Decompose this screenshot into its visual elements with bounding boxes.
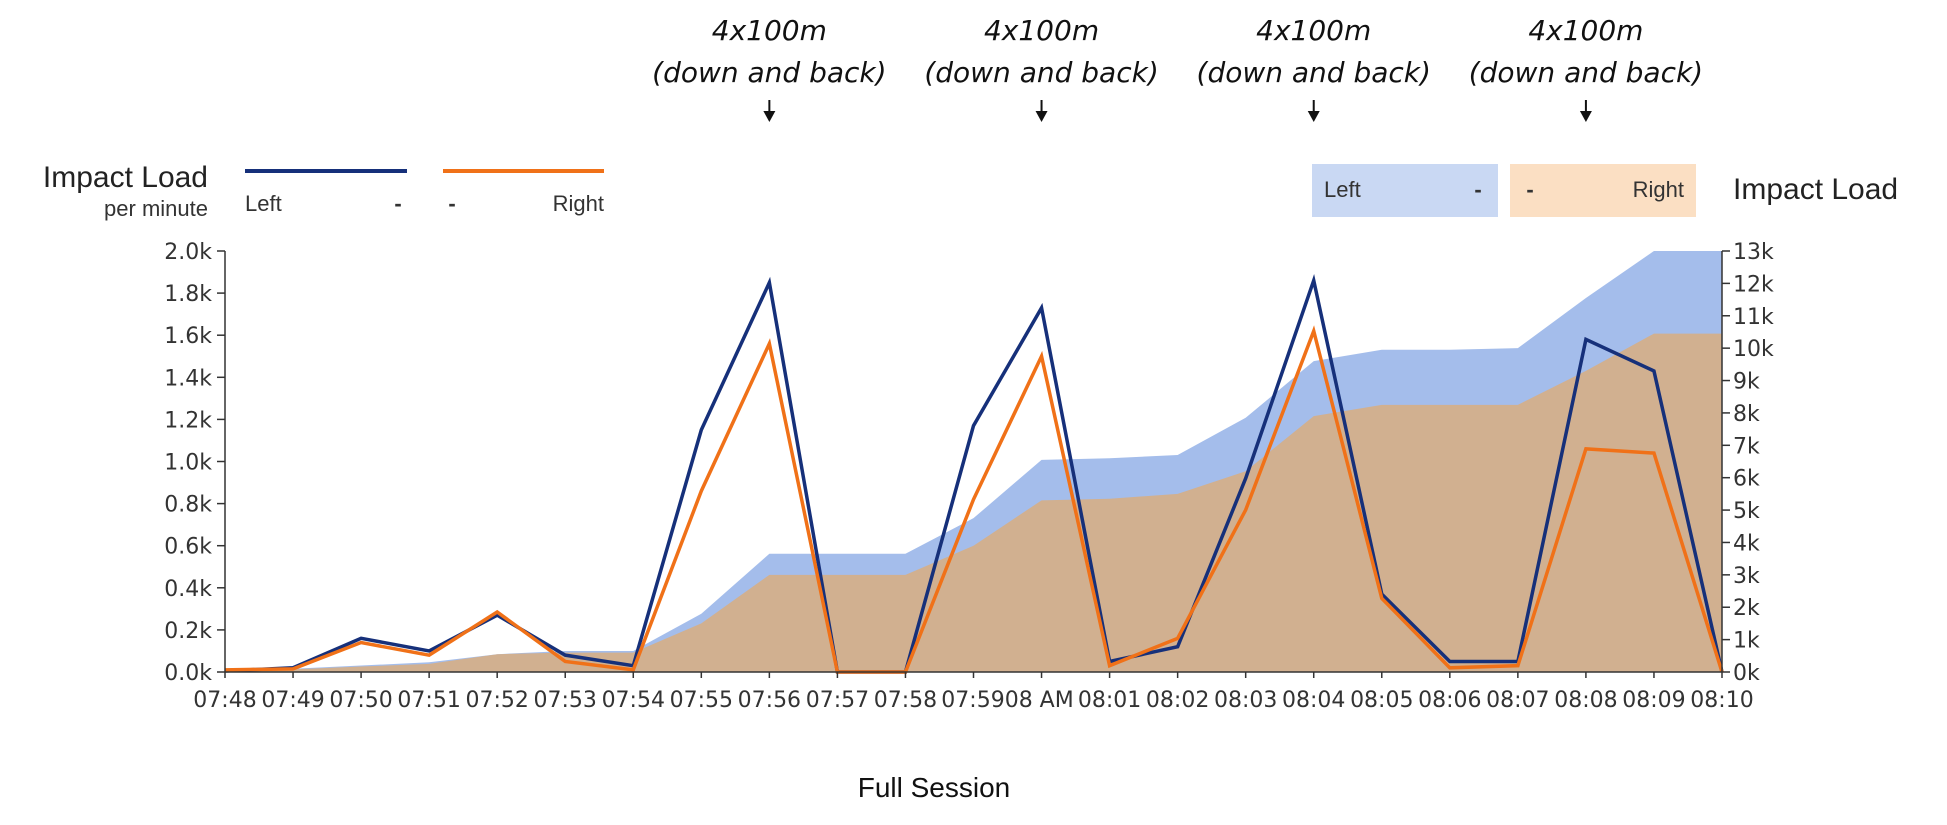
legend-right-line-dash: - (448, 191, 455, 216)
area-right (225, 333, 1722, 672)
left-tick-label: 0.6k (164, 535, 212, 560)
right-tick-label: 0k (1733, 661, 1760, 686)
right-tick-label: 2k (1733, 596, 1760, 621)
left-axis-subtitle: per minute (104, 196, 208, 221)
x-tick-label: 07:49 (261, 688, 324, 713)
x-tick-label: 08:02 (1146, 688, 1209, 713)
x-tick-label: 08:05 (1350, 688, 1413, 713)
right-tick-label: 3k (1733, 564, 1760, 589)
annotation-arrow-head (1307, 111, 1320, 122)
x-tick-label: 08:09 (1622, 688, 1685, 713)
left-tick-label: 1.6k (164, 324, 212, 349)
x-tick-label: 08:10 (1690, 688, 1753, 713)
x-tick-label: 07:54 (602, 688, 665, 713)
axes-layer: 0.0k 0.2k 0.4k 0.6k 0.8k 1.0k 1.2k 1.4k 1.6k 1.8k… (164, 240, 1774, 713)
annotation-arrow-head (763, 111, 776, 122)
annotation-arrow-head (1579, 111, 1592, 122)
x-tick-label: 07:50 (329, 688, 392, 713)
left-tick-label: 1.4k (164, 366, 212, 391)
legend-left-area-swatch (1312, 164, 1498, 217)
x-tick-label: 08:01 (1078, 688, 1141, 713)
right-tick-label: 9k (1733, 370, 1760, 395)
left-tick-label: 2.0k (164, 240, 212, 265)
x-tick-label: 08:07 (1486, 688, 1549, 713)
right-tick-label: 10k (1733, 337, 1774, 362)
annotation-title: 4x100m (1256, 14, 1371, 47)
annotation-title: 4x100m (712, 14, 827, 47)
legend-right-line-label: Right (553, 191, 604, 216)
line-legend: Left - - Right (245, 169, 604, 216)
legend-left-area-dash: - (1474, 177, 1481, 202)
legend-left-line-label: Left (245, 191, 282, 216)
x-tick-label: 08:04 (1282, 688, 1345, 713)
legend-right-area-dash: - (1526, 177, 1533, 202)
left-tick-label: 0.2k (164, 619, 212, 644)
annotation-subtitle: (down and back) (924, 56, 1158, 89)
x-tick-label: 08:03 (1214, 688, 1277, 713)
left-tick-label: 1.8k (164, 282, 212, 307)
right-tick-label: 7k (1733, 434, 1760, 459)
right-tick-label: 6k (1733, 467, 1760, 492)
legend-right-area-swatch (1510, 164, 1696, 217)
line-series-layer (224, 273, 1724, 674)
x-tick-label: 08:08 (1554, 688, 1617, 713)
x-tick-label: 07:56 (738, 688, 801, 713)
annotation-title: 4x100m (1528, 14, 1643, 47)
annotation-subtitle: (down and back) (1469, 56, 1703, 89)
right-tick-label: 11k (1733, 305, 1774, 330)
right-tick-label: 12k (1733, 272, 1774, 297)
x-tick-label: 07:53 (534, 688, 597, 713)
annotation-title: 4x100m (984, 14, 1099, 47)
right-tick-label: 1k (1733, 629, 1760, 654)
annotations-layer: 4x100m (down and back) 4x100m (down and bac… (652, 14, 1703, 122)
left-axis-title: Impact Load (43, 161, 208, 194)
x-tick-label: 07:51 (397, 688, 460, 713)
chart-caption: Full Session (858, 772, 1011, 803)
annotation-arrow-head (1035, 111, 1048, 122)
left-tick-label: 1.2k (164, 408, 212, 433)
x-tick-label: 07:48 (193, 688, 256, 713)
left-tick-label: 0.0k (164, 661, 212, 686)
right-tick-label: 13k (1733, 240, 1774, 265)
x-tick-label: 08:06 (1418, 688, 1481, 713)
right-tick-label: 5k (1733, 499, 1760, 524)
line-right (224, 325, 1724, 674)
legend-right-area-label: Right (1633, 177, 1684, 202)
legend-left-area-label: Left (1324, 177, 1361, 202)
legend-left-line-dash: - (394, 191, 401, 216)
right-axis-title: Impact Load (1733, 173, 1898, 206)
right-tick-label: 8k (1733, 402, 1760, 427)
left-tick-label: 0.4k (164, 577, 212, 602)
x-tick-label: 07:58 (874, 688, 937, 713)
x-tick-label: 07:52 (465, 688, 528, 713)
area-legend: Left - - Right (1312, 164, 1696, 217)
area-series-layer (225, 251, 1722, 672)
left-tick-label: 0.8k (164, 493, 212, 518)
x-tick-label: 07:57 (806, 688, 869, 713)
x-tick-label: 07:5908 AM (941, 688, 1073, 713)
left-tick-label: 1.0k (164, 451, 212, 476)
annotation-subtitle: (down and back) (1197, 56, 1431, 89)
x-tick-label: 07:55 (670, 688, 733, 713)
annotation-subtitle: (down and back) (652, 56, 886, 89)
right-tick-label: 4k (1733, 531, 1760, 556)
